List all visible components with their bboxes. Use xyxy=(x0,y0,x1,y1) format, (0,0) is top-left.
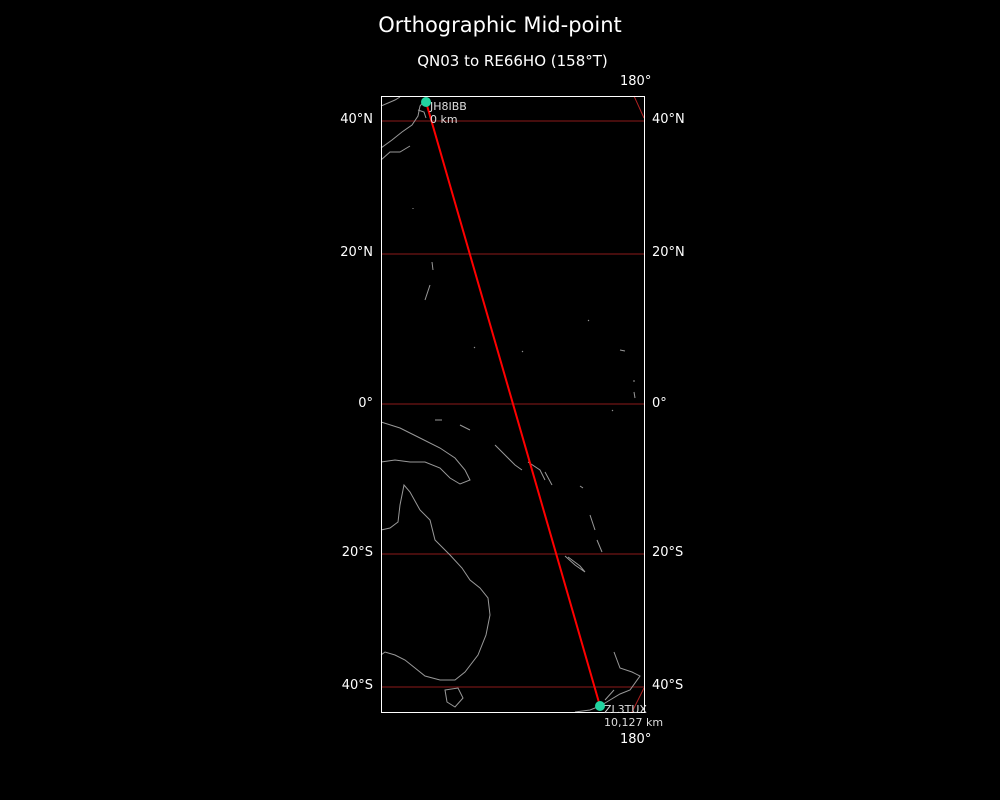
start-station-marker xyxy=(421,97,431,107)
coast-solomons xyxy=(494,444,553,486)
lat-label-left: 20°S xyxy=(341,545,373,560)
coast-vanuatu xyxy=(589,514,603,553)
latitude-gridlines xyxy=(381,120,644,688)
end-station-call: ZL3TUX xyxy=(604,703,647,716)
coast-tasmania xyxy=(444,687,464,708)
coast-japan xyxy=(380,96,427,161)
meridian-180 xyxy=(631,95,645,713)
end-station-marker xyxy=(595,701,605,711)
great-circle-path xyxy=(425,101,601,707)
lat-label-left: 40°S xyxy=(341,678,373,693)
start-station-label: JH8IBB 0 km xyxy=(430,100,467,126)
end-station-distance: 10,127 km xyxy=(604,716,664,729)
meridian-label-top: 180° xyxy=(620,74,652,89)
lat-label-right: 20°N xyxy=(652,245,685,260)
lat-label-right: 20°S xyxy=(652,545,684,560)
meridian-label-bottom: 180° xyxy=(620,732,652,747)
coastlines xyxy=(380,96,641,713)
coast-islands xyxy=(412,208,636,489)
map-frame xyxy=(381,96,645,713)
coast-new-zealand xyxy=(574,651,641,713)
start-station-distance: 0 km xyxy=(430,113,458,126)
coast-new-caledonia xyxy=(564,555,586,573)
lat-label-right: 0° xyxy=(652,396,667,411)
lat-label-right: 40°N xyxy=(652,112,685,127)
end-station-label: ZL3TUX 10,127 km xyxy=(604,703,663,729)
lat-label-left: 40°N xyxy=(340,112,373,127)
lat-label-right: 40°S xyxy=(652,678,684,693)
map-title: Orthographic Mid-point xyxy=(378,13,622,37)
coast-new-guinea xyxy=(380,421,471,485)
coast-australia xyxy=(380,483,491,681)
map-subtitle: QN03 to RE66HO (158°T) xyxy=(417,52,608,70)
lat-label-left: 20°N xyxy=(340,245,373,260)
start-station-call: JH8IBB xyxy=(430,100,467,113)
lat-label-left: 0° xyxy=(358,396,373,411)
